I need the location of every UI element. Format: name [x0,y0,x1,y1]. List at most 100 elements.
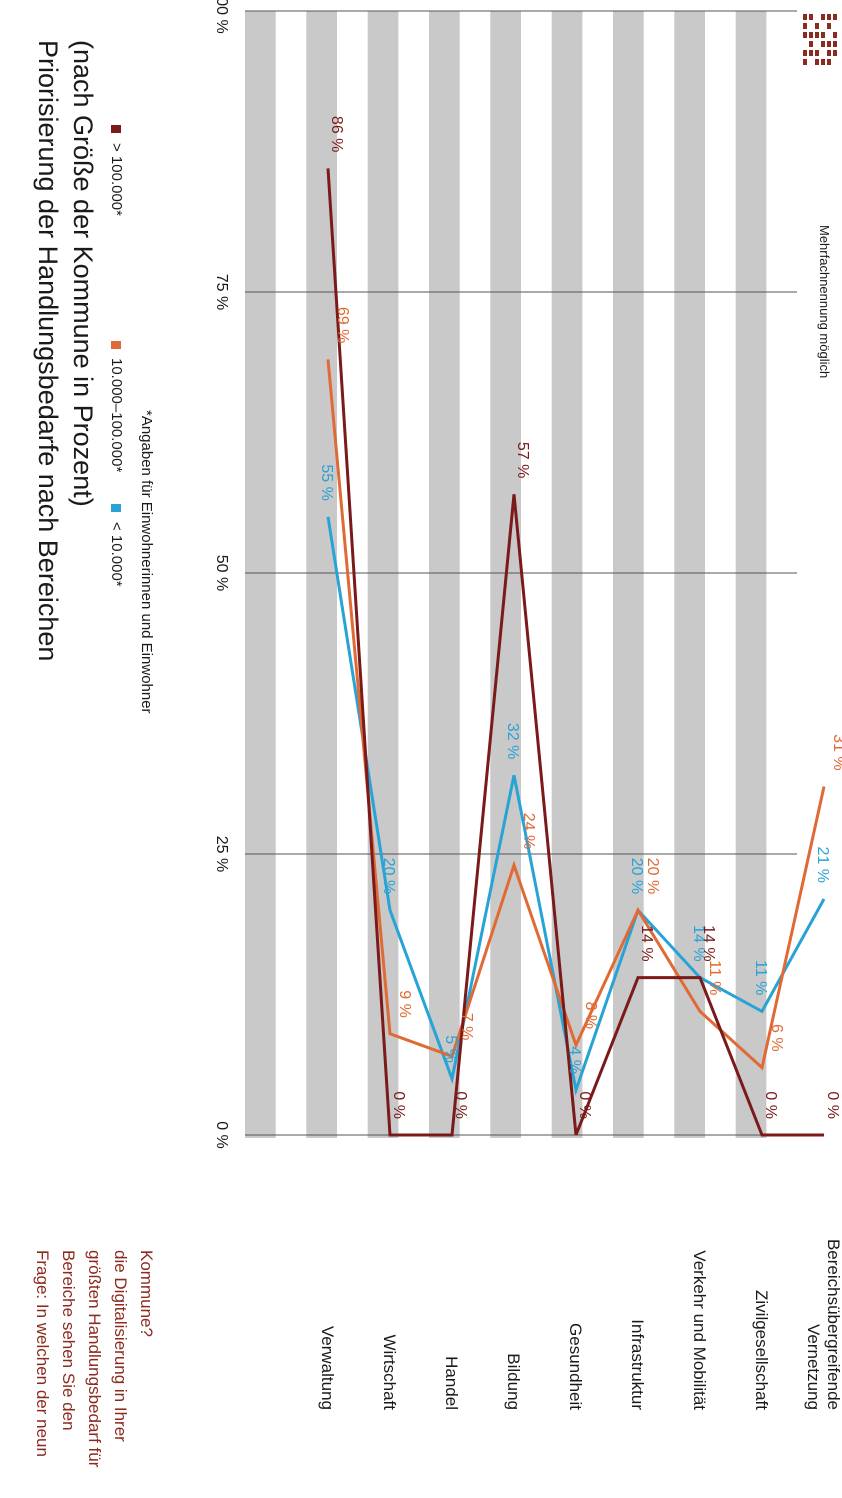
logo-cell [827,59,831,65]
logo-cell [827,50,831,56]
data-label: 55 % [318,464,335,500]
data-label: 9 % [396,990,413,1018]
data-label: 21 % [814,847,831,883]
logo-cell [803,32,807,38]
series-line [326,168,824,1137]
logo-cell [815,59,819,65]
series-line [326,359,826,1071]
logo-cell [833,41,837,47]
data-label: 24 % [520,813,537,849]
logo-cell [803,59,807,65]
logo-cell [809,32,813,38]
category-tick-label: Bereichsübergreifende [824,1239,842,1410]
series-layer: 55 %20 %5 %32 %4 %20 %14 %11 %21 %69 %9 … [318,116,842,1137]
logo-cell [809,50,813,56]
background-band [551,11,583,1138]
series-line [326,516,826,1096]
data-label: 0 % [390,1091,407,1119]
category-tick-label: Wirtschaft [380,1334,399,1410]
background-band [735,11,767,1138]
multiple-answers-note: Mehrfachnennung möglich [817,225,832,378]
data-label: 6 % [768,1024,785,1052]
background-band [429,11,460,1138]
category-tick-label: Handel [442,1356,461,1410]
logo-cell [821,59,825,65]
legend-swatch-small [111,504,121,512]
legend: < 10.000* 10.000–100.000* > 100.000* *An… [108,125,155,714]
data-label: 5 % [442,1035,459,1063]
category-tick-label: Vernetzung [804,1324,823,1410]
logo-cell [833,50,837,56]
data-label: 31 % [830,734,842,770]
logo-cell [827,41,831,47]
data-label: 20 % [380,858,397,894]
grid-logo-icon [803,14,837,65]
logo-cell [827,23,831,29]
data-label: 11 % [752,960,769,995]
data-label: 8 % [582,1002,599,1030]
data-label: 14 % [690,925,707,961]
logo-cell [815,50,819,56]
category-tick-label: Bildung [504,1353,523,1410]
rotated-chart-content: Priorisierung der Handlungsbedarfe nach … [33,0,842,1468]
value-tick-label: 75 % [213,274,230,310]
value-tick-label: 25 % [213,836,230,872]
logo-cell [833,32,837,38]
legend-swatch-large [111,125,121,133]
logo-cell [803,14,807,20]
logo-cell [803,50,807,56]
logo-cell [809,41,813,47]
background-band [245,11,276,1138]
logo-cell [827,14,831,20]
data-label: 14 % [638,925,655,961]
question-line: die Digitalisierung in Ihrer [111,1250,130,1442]
category-axis: Verwaltung Wirtschaft Handel Bildung Gesundh… [318,1239,842,1410]
data-label: 11 % [706,960,723,995]
legend-label-large: > 100.000* [108,143,125,216]
category-tick-label: Infrastruktur [628,1319,647,1410]
logo-cell [821,32,825,38]
category-tick-label: Verkehr und Mobilität [690,1250,709,1410]
question-line: Kommune? [137,1250,156,1337]
data-label: 14 % [700,925,717,961]
background-band [674,11,705,1138]
category-tick-label: Zivilgesellschaft [752,1290,771,1410]
data-label: 20 % [628,858,645,894]
data-label: 57 % [514,442,531,478]
question-text: Frage: In welchen der neun Bereiche sehen… [33,1250,156,1468]
category-tick-label: Gesundheit [566,1323,585,1410]
logo-cell [803,23,807,29]
data-label: 0 % [762,1091,779,1119]
category-tick-label: Verwaltung [318,1326,337,1410]
logo-cell [833,14,837,20]
question-line: größten Handlungsbedarf für [85,1250,104,1468]
data-label: 69 % [334,307,351,343]
chart-subtitle: (nach Größe der Kommune in Prozent) [68,40,98,507]
data-label: 7 % [458,1013,475,1041]
data-label: 0 % [452,1091,469,1119]
data-label: 20 % [644,858,661,894]
legend-label-medium: 10.000–100.000* [108,358,125,472]
logo-cell [815,32,819,38]
chart-title: Priorisierung der Handlungsbedarfe nach … [33,40,63,661]
legend-swatch-medium [111,341,121,349]
data-label: 86 % [328,116,345,152]
data-label: 0 % [824,1091,841,1119]
logo-cell [821,14,825,20]
question-line: Bereiche sehen Sie den [59,1250,78,1431]
data-label: 32 % [504,723,521,759]
legend-label-small: < 10.000* [108,522,125,587]
data-label: 4 % [566,1046,583,1074]
value-tick-label: 50 % [213,555,230,591]
value-axis: 0 % 25 % 50 % 75 % 100 % [213,0,230,1149]
logo-cell [809,14,813,20]
logo-cell [815,23,819,29]
value-tick-label: 0 % [213,1121,230,1149]
data-label: 0 % [576,1091,593,1119]
background-band [306,11,337,1138]
question-line: Frage: In welchen der neun [33,1250,52,1457]
legend-footnote: *Angaben für Einwohnerinnen und Einwohne… [138,410,155,714]
logo-cell [821,41,825,47]
